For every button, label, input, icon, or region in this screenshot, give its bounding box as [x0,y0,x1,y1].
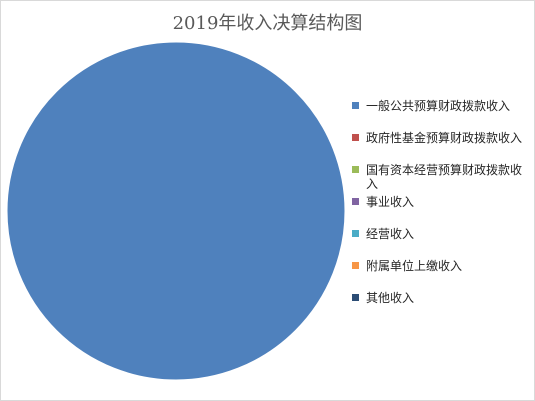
legend-swatch-5 [352,262,359,269]
chart-title: 2019年收入决算结构图 [172,13,363,34]
legend-item-4: 经营收入 [352,227,530,241]
legend-swatch-0 [352,102,359,109]
legend-label-4: 经营收入 [366,227,415,241]
legend-label-1: 政府性基金预算财政拨款收入 [366,131,523,145]
legend-label-0: 一般公共预算财政拨款收入 [366,99,511,113]
legend-swatch-1 [352,134,359,141]
legend-label-3: 事业收入 [366,195,415,209]
legend-item-0: 一般公共预算财政拨款收入 [352,99,530,113]
pie-slice-0 [6,41,346,381]
legend-item-2: 国有资本经营预算财政拨款收入 [352,163,530,191]
legend-item-1: 政府性基金预算财政拨款收入 [352,131,530,145]
legend-swatch-6 [352,294,359,301]
legend-item-6: 其他收入 [352,291,530,305]
legend-label-5: 附属单位上缴收入 [366,259,463,273]
legend-item-5: 附属单位上缴收入 [352,259,530,273]
legend-item-3: 事业收入 [352,195,530,209]
legend-swatch-2 [352,166,359,173]
legend-swatch-3 [352,198,359,205]
legend-label-6: 其他收入 [366,291,415,305]
legend-label-2: 国有资本经营预算财政拨款收入 [366,163,523,191]
legend-swatch-4 [352,230,359,237]
